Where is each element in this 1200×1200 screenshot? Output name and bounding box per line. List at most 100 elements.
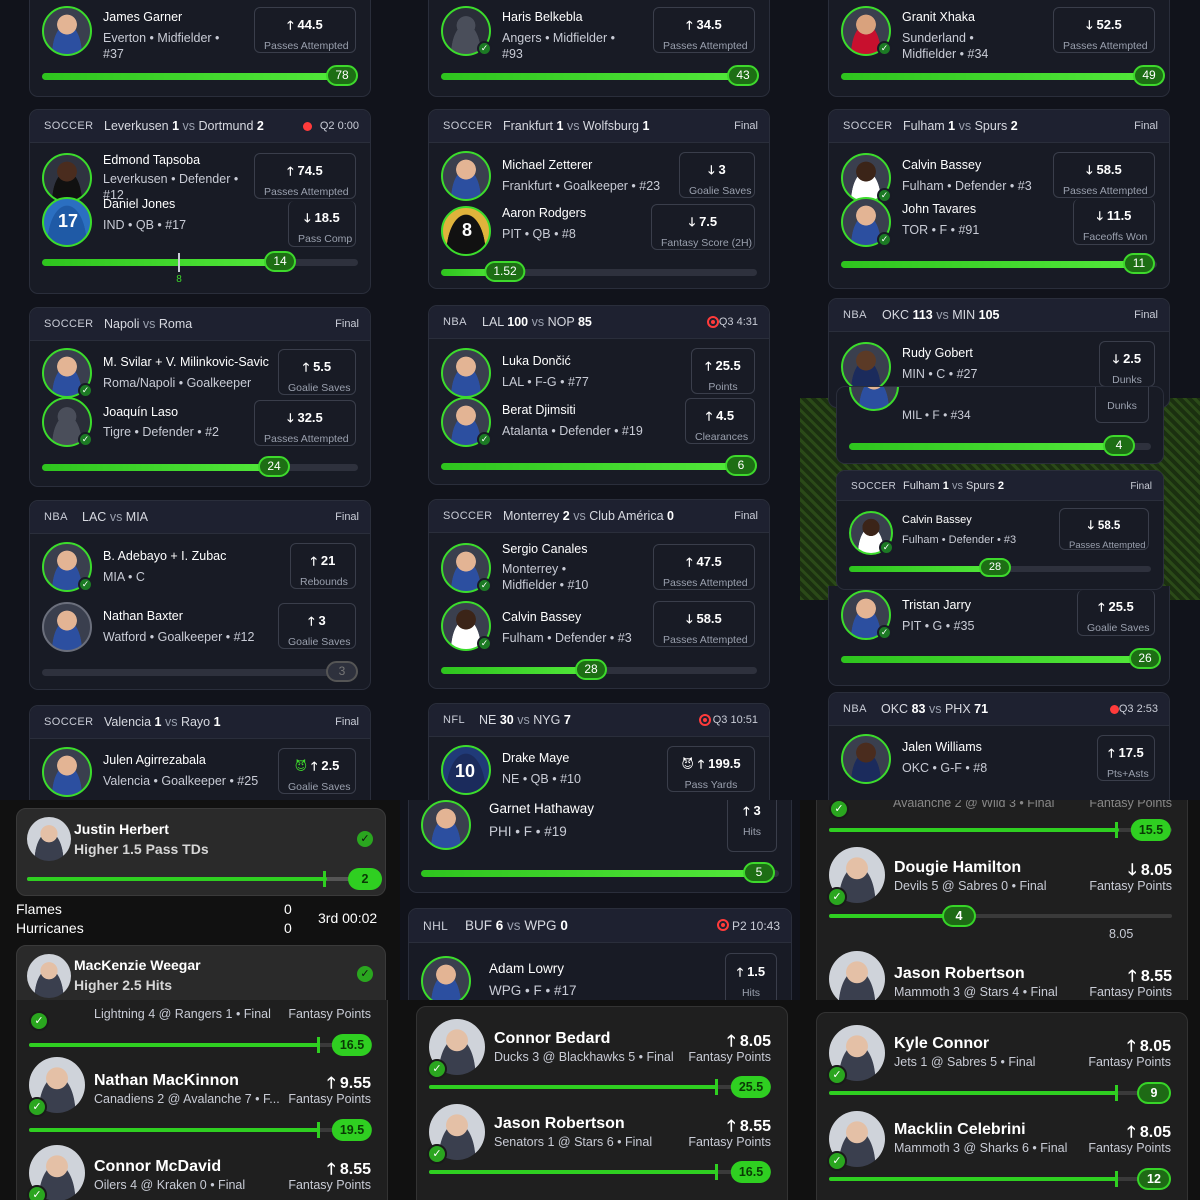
- stat-value: 🡑 8.05: [1127, 1124, 1171, 1141]
- stat-box[interactable]: 🡑 3 Hits: [727, 800, 777, 852]
- stat-box[interactable]: 😈 🡑 199.5 Pass Yards: [667, 746, 755, 792]
- player-info: Fulham • Defender • #3: [902, 179, 1032, 193]
- stat-box[interactable]: 🡓 58.5 Passes Attempted: [653, 601, 755, 647]
- player-name: Drake Maye: [502, 751, 570, 765]
- pick-line: Higher 2.5 Hits: [74, 977, 173, 993]
- stat-box[interactable]: 🡑 4.5 Clearances: [685, 398, 755, 444]
- avatar: ✓: [827, 1025, 885, 1085]
- panel-col3: ✓ Granit Xhaka Sunderland • Midfielder • …: [800, 0, 1200, 800]
- match-status: Final: [335, 716, 359, 728]
- progress-bar: 15.5: [829, 819, 1172, 841]
- stat-box[interactable]: 🡑 1.5 Hits: [725, 953, 777, 1000]
- stat-box[interactable]: 🡑 21 Rebounds: [290, 543, 356, 589]
- progress-bar: 6: [441, 455, 757, 476]
- player-info: Roma/Napoli • Goalkeeper: [103, 376, 252, 390]
- stat-box[interactable]: 🡑 34.5 Passes Attempted: [653, 7, 755, 53]
- check-icon: ✓: [29, 1011, 49, 1031]
- stat-box[interactable]: 🡑 25.5 Goalie Saves: [1077, 590, 1155, 636]
- match-status: P2 10:43: [731, 919, 780, 933]
- player-name: Nathan MacKinnon: [94, 1072, 239, 1089]
- player-name: Tristan Jarry: [902, 598, 971, 612]
- match-status: Q3 4:31: [718, 316, 758, 328]
- stat-box[interactable]: 🡓 7.5 Fantasy Score (2H): [651, 204, 755, 250]
- stat-label: Fantasy Points: [1088, 1141, 1171, 1155]
- player-name: Sergio Canales: [502, 542, 588, 556]
- stat-box[interactable]: 🡓 11.5 Faceoffs Won: [1073, 199, 1155, 245]
- avatar: [27, 817, 71, 861]
- player-name: M. Svilar + V. Milinkovic-Savic: [103, 355, 269, 369]
- player-info: Angers • Midfielder • #93: [502, 31, 615, 61]
- game-info: Mammoth 3 @ Stars 4 • Final: [894, 985, 1058, 999]
- player-info: Frankfurt • Goalkeeper • #23: [502, 179, 661, 193]
- avatar: ✓: [427, 1019, 485, 1079]
- check-icon: ✓: [879, 540, 894, 555]
- match-card[interactable]: SOCCER Valencia 1 vs Rayo 1 Final Julen …: [29, 705, 371, 800]
- pick-card[interactable]: ✓ Avalanche 2 @ Wild 3 • Final Fantasy P…: [816, 800, 1188, 1000]
- match-status: Q3 10:51: [712, 714, 758, 726]
- league-label: SOCCER: [851, 481, 897, 492]
- stat-box[interactable]: 🡓 3 Goalie Saves: [679, 152, 755, 198]
- arrow-down-icon: 🡓: [1096, 209, 1103, 223]
- stat-box[interactable]: 🡑 74.5 Passes Attempted: [254, 153, 356, 199]
- match-card[interactable]: NBA OKC 83 vs PHX 71 Q3 2:53 Jalen Willi…: [828, 692, 1170, 800]
- pick-card[interactable]: ✓ Kyle Connor Jets 1 @ Sabres 5 • Final …: [816, 1012, 1188, 1200]
- arrow-up-icon: 🡑: [302, 360, 310, 374]
- pick-card[interactable]: ✓ Connor Bedard Ducks 3 @ Blackhawks 5 •…: [416, 1006, 788, 1200]
- devil-icon: 😈: [681, 757, 694, 771]
- progress-bar: 49: [841, 65, 1165, 86]
- stat-box[interactable]: 🡓 58.5 Passes Attempted: [1053, 152, 1155, 198]
- avatar: [42, 602, 92, 652]
- match-card[interactable]: SOCCER Fulham 1 vs Spurs 2 Final ✓ Calvi…: [836, 470, 1164, 590]
- player-name: Calvin Bassey: [502, 610, 582, 624]
- match-card[interactable]: SOCCER Napoli vs Roma Final ✓ M. Svilar …: [29, 307, 371, 487]
- match-card[interactable]: SOCCER Fulham 1 vs Spurs 2 Final ✓ Calvi…: [828, 109, 1170, 289]
- match-status: Final: [734, 510, 758, 522]
- progress-bar: 11: [841, 253, 1157, 274]
- stat-label: Fantasy Points: [688, 1135, 771, 1149]
- avatar: [841, 734, 891, 784]
- match-card[interactable]: NBA LAL 100 vs NOP 85 Q3 4:31 Luka Donči…: [428, 305, 770, 485]
- match-card[interactable]: NBA LAC vs MIA Final ✓ B. Adebayo + I. Z…: [29, 500, 371, 690]
- stat-box[interactable]: 🡑 44.5 Passes Attempted: [254, 7, 356, 53]
- stat-box[interactable]: 🡓 2.5 Dunks: [1099, 341, 1155, 387]
- stat-box[interactable]: 🡓 52.5 Passes Attempted: [1053, 7, 1155, 53]
- player-info: Tigre • Defender • #2: [103, 425, 219, 439]
- player-name: Julen Agirrezabala: [103, 753, 206, 767]
- pick-card[interactable]: ✓ Lightning 4 @ Rangers 1 • Final Fantas…: [16, 1000, 388, 1200]
- progress-bar: 4: [849, 435, 1151, 456]
- player-name: Michael Zetterer: [502, 158, 593, 172]
- stat-label: Fantasy Points: [688, 1050, 771, 1064]
- stat-box[interactable]: 🡑 3 Goalie Saves: [278, 603, 356, 649]
- pick-card[interactable]: Justin Herbert Higher 1.5 Pass TDs ✓ 2: [16, 808, 386, 896]
- pick-card[interactable]: MacKenzie Weegar Higher 2.5 Hits ✓: [16, 945, 386, 1000]
- match-card[interactable]: SOCCER Monterrey 2 vs Club América 0 Fin…: [428, 499, 770, 689]
- match-card[interactable]: NFL NE 30 vs NYG 7 Q3 10:51 10 Drake May…: [428, 703, 770, 800]
- arrow-up-icon: 🡑: [310, 554, 317, 568]
- arrow-down-icon: 🡓: [1087, 518, 1094, 532]
- stat-box[interactable]: 🡑 17.5 Pts+Asts: [1097, 735, 1155, 781]
- stat-box[interactable]: 🡑 25.5 Points: [691, 348, 755, 394]
- stat-box[interactable]: 🡓 58.5 Passes Attempted: [1059, 508, 1149, 551]
- arrow-up-icon: 🡑: [327, 1161, 336, 1178]
- progress-bar: 16.5: [429, 1161, 772, 1183]
- stat-box[interactable]: 🡑 5.5 Goalie Saves: [278, 349, 356, 395]
- match-title: Leverkusen 1 vs Dortmund 2: [104, 119, 264, 133]
- stat-box[interactable]: 🡑 47.5 Passes Attempted: [653, 544, 755, 590]
- avatar: ✓: [841, 153, 892, 203]
- stat-box[interactable]: 🡓 32.5 Passes Attempted: [254, 400, 356, 446]
- match-card[interactable]: SOCCER Frankfurt 1 vs Wolfsburg 1 Final …: [428, 109, 770, 289]
- stat-label: Fantasy Points: [288, 1007, 371, 1021]
- arrow-up-icon: 🡑: [743, 804, 750, 818]
- card-top-col1: James Garner Everton • Midfielder • #37 🡑…: [29, 0, 371, 97]
- match-card[interactable]: SOCCER Leverkusen 1 vs Dortmund 2 Q2 0:0…: [29, 109, 371, 294]
- progress-bar: 4: [829, 905, 1172, 927]
- game-info: Jets 1 @ Sabres 5 • Final: [894, 1055, 1036, 1069]
- stat-box[interactable]: 🡓 18.5 Pass Comp: [288, 201, 356, 247]
- match-card[interactable]: NHL BUF 6 vs WPG 0 P2 10:43 Adam Lowry W…: [408, 908, 792, 1000]
- team-2: Hurricanes: [16, 920, 84, 936]
- match-title: Frankfurt 1 vs Wolfsburg 1: [503, 119, 650, 133]
- stat-box[interactable]: 😈 🡑 2.5 Goalie Saves: [278, 748, 356, 794]
- player-info: WPG • F • #17: [489, 983, 577, 998]
- stat-box[interactable]: Dunks: [1095, 387, 1149, 423]
- avatar: ✓: [841, 197, 892, 247]
